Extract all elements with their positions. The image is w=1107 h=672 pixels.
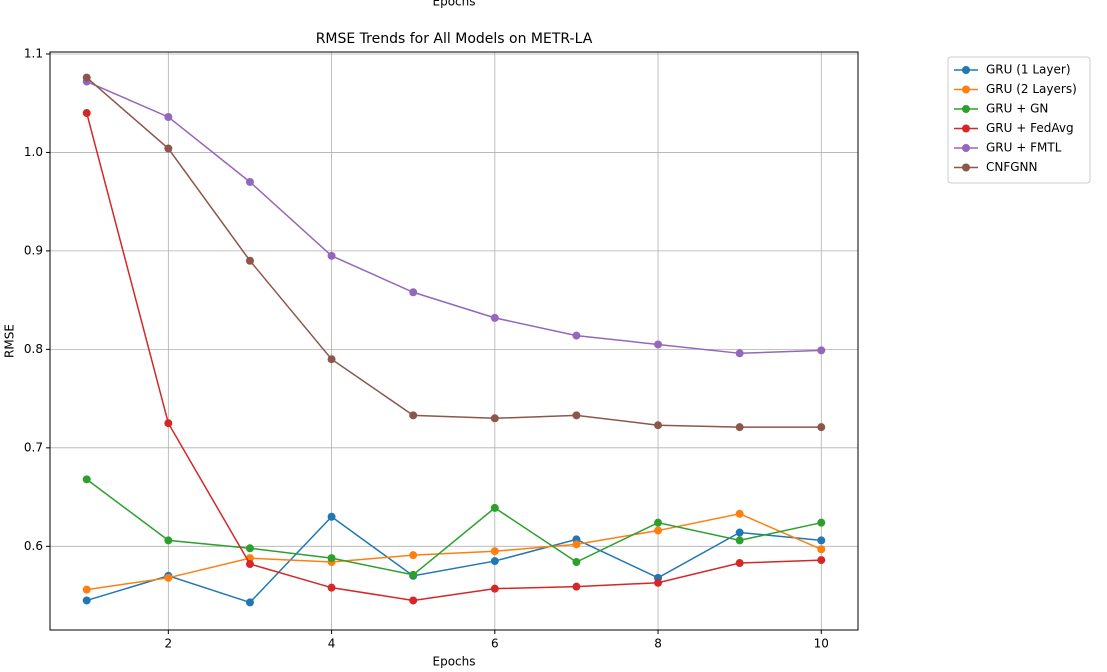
legend-label: GRU (2 Layers) bbox=[986, 82, 1077, 96]
y-tick-label: 1.1 bbox=[24, 46, 43, 60]
point bbox=[82, 596, 91, 605]
point bbox=[654, 340, 663, 349]
point bbox=[327, 251, 336, 260]
point bbox=[490, 503, 499, 512]
point bbox=[409, 411, 418, 420]
legend-box bbox=[947, 56, 1091, 184]
point bbox=[327, 554, 336, 563]
point bbox=[735, 536, 744, 545]
chart-title: RMSE Trends for All Models on METR-LA bbox=[316, 31, 593, 47]
point bbox=[490, 414, 499, 423]
point bbox=[572, 582, 581, 591]
point bbox=[817, 518, 826, 527]
point bbox=[490, 547, 499, 556]
legend-label: CNFGNN bbox=[986, 160, 1038, 174]
point bbox=[572, 411, 581, 420]
point bbox=[817, 536, 826, 545]
legend-label: GRU + FMTL bbox=[986, 141, 1062, 155]
legend-marker bbox=[962, 124, 970, 133]
cropped-label: Epochs bbox=[433, 0, 476, 9]
point bbox=[245, 256, 254, 265]
point bbox=[735, 509, 744, 518]
point bbox=[82, 475, 91, 484]
legend-label: GRU + FedAvg bbox=[986, 121, 1074, 135]
x-tick-label: 4 bbox=[328, 637, 336, 651]
point bbox=[164, 573, 173, 582]
point bbox=[490, 313, 499, 322]
point bbox=[817, 346, 826, 355]
y-tick-label: 0.7 bbox=[24, 440, 43, 454]
point bbox=[735, 559, 744, 568]
x-tick-label: 10 bbox=[814, 637, 829, 651]
point bbox=[817, 423, 826, 432]
point bbox=[409, 551, 418, 560]
point bbox=[490, 584, 499, 593]
point bbox=[572, 331, 581, 340]
y-tick-label: 1.0 bbox=[24, 145, 43, 159]
x-axis-label: Epochs bbox=[433, 655, 476, 669]
point bbox=[572, 558, 581, 567]
point bbox=[245, 598, 254, 607]
legend-marker bbox=[962, 163, 970, 172]
plot-frame bbox=[49, 51, 859, 631]
series-line bbox=[86, 515, 822, 604]
point bbox=[654, 526, 663, 535]
series-line bbox=[86, 513, 822, 591]
point bbox=[735, 528, 744, 537]
legend-marker bbox=[962, 105, 970, 113]
legend-marker bbox=[962, 144, 970, 152]
point bbox=[572, 540, 581, 549]
y-axis-label: RMSE bbox=[3, 324, 17, 358]
point bbox=[164, 419, 173, 428]
legend-label: GRU + GN bbox=[986, 102, 1048, 116]
y-tick-label: 0.6 bbox=[24, 539, 43, 553]
point bbox=[164, 144, 173, 153]
point bbox=[654, 578, 663, 587]
point bbox=[164, 536, 173, 545]
point bbox=[327, 583, 336, 592]
y-tick-label: 0.9 bbox=[24, 243, 43, 257]
series-line bbox=[86, 478, 822, 576]
point bbox=[82, 73, 91, 82]
series-line bbox=[86, 112, 822, 602]
legend-marker bbox=[962, 85, 970, 94]
series-line bbox=[86, 77, 822, 428]
point bbox=[82, 109, 91, 118]
x-tick-label: 8 bbox=[654, 637, 662, 651]
point bbox=[82, 585, 91, 594]
point bbox=[735, 349, 744, 358]
x-tick-label: 6 bbox=[491, 637, 499, 651]
point bbox=[409, 596, 418, 605]
point bbox=[327, 355, 336, 364]
point bbox=[245, 177, 254, 186]
y-tick-label: 0.8 bbox=[24, 342, 43, 356]
point bbox=[409, 288, 418, 297]
point bbox=[817, 556, 826, 565]
point bbox=[490, 557, 499, 566]
point bbox=[245, 560, 254, 569]
point bbox=[245, 544, 254, 553]
point bbox=[735, 423, 744, 432]
point bbox=[654, 421, 663, 430]
x-tick-label: 2 bbox=[165, 637, 173, 651]
point bbox=[164, 112, 173, 121]
point bbox=[654, 518, 663, 527]
series-line bbox=[86, 80, 822, 355]
legend-marker bbox=[962, 66, 970, 74]
point bbox=[327, 512, 336, 521]
legend-label: GRU (1 Layer) bbox=[986, 63, 1071, 77]
point bbox=[409, 570, 418, 579]
point bbox=[817, 545, 826, 554]
